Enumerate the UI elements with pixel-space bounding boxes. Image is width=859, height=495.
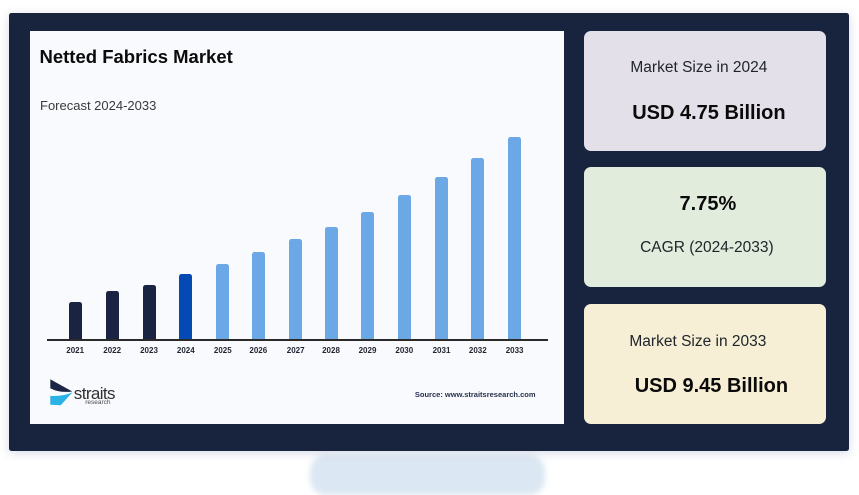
- svg-text:research: research: [85, 398, 111, 405]
- svg-text:straits: straits: [74, 384, 115, 403]
